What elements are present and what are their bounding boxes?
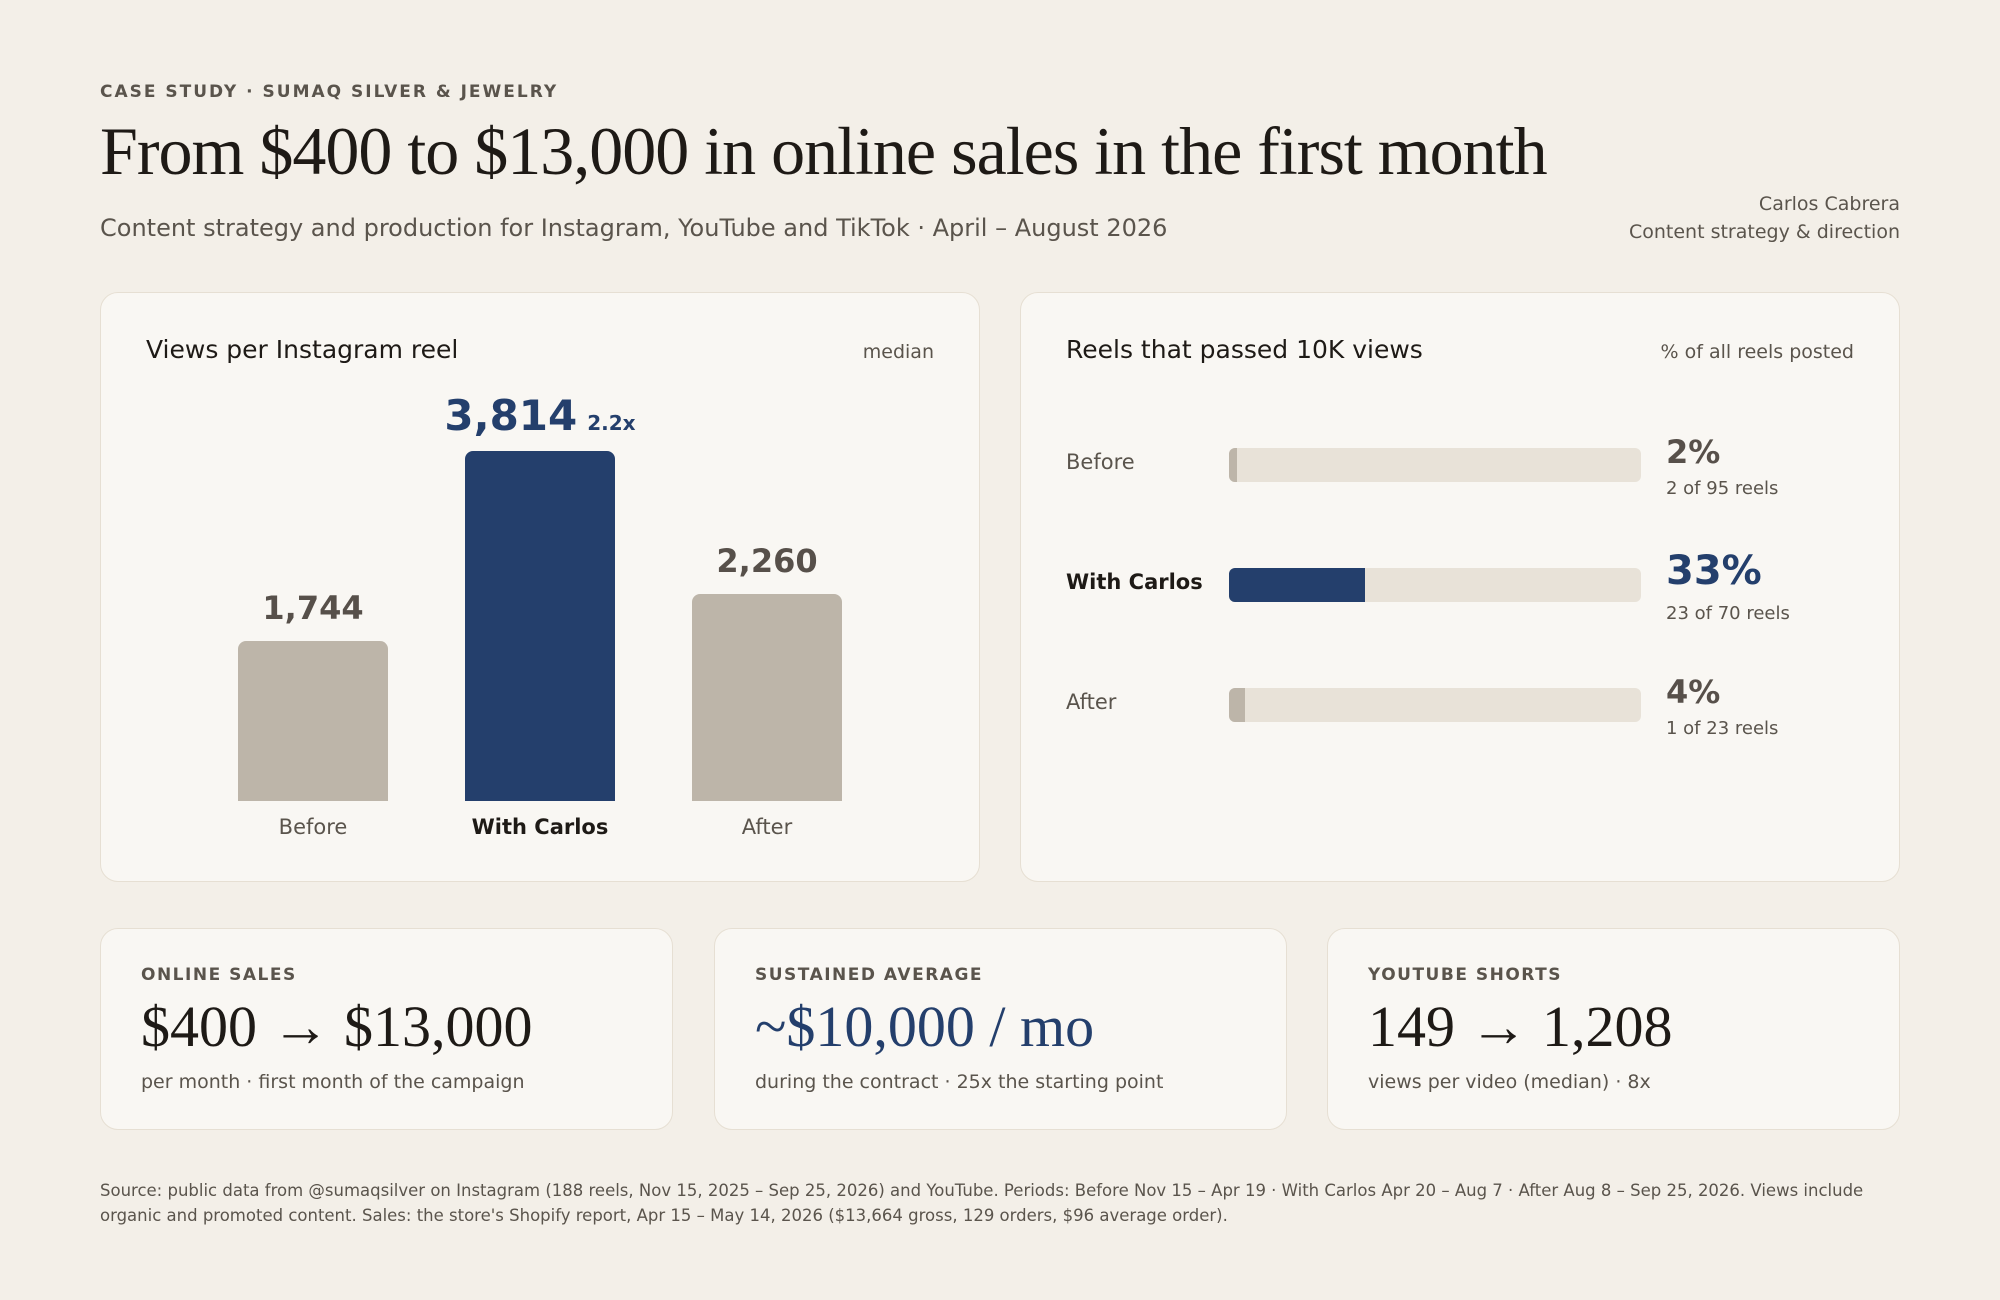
bar-track-before: [1229, 448, 1641, 482]
percent-label-after: 4%: [1666, 673, 1721, 711]
bar-track-after: [1229, 688, 1641, 722]
author-name: Carlos Cabrera: [1758, 193, 1900, 215]
bar-fill-after: [1229, 688, 1246, 722]
bar-value-with-carlos: 3,814 2.2x: [440, 391, 640, 440]
online-sales-card: ONLINE SALES $400 → $13,000 per month · …: [100, 928, 673, 1130]
percent-label-with-carlos: 33%: [1666, 548, 1762, 594]
reels-chart-card: Reels that passed 10K views % of all ree…: [1020, 292, 1900, 882]
page-subtitle: Content strategy and production for Inst…: [100, 214, 1168, 242]
row-label-with-carlos: With Carlos: [1066, 570, 1203, 594]
online-sales-sub: per month · first month of the campaign: [141, 1071, 525, 1093]
eyebrow: CASE STUDY · SUMAQ SILVER & JEWELRY: [100, 82, 559, 102]
row-label-before: Before: [1066, 450, 1135, 474]
reels-chart-title: Reels that passed 10K views: [1066, 335, 1423, 364]
sustained-average-label: SUSTAINED AVERAGE: [755, 965, 984, 985]
bar-before: [238, 640, 388, 801]
views-chart-note: median: [862, 341, 934, 363]
reels-chart-note: % of all reels posted: [1660, 341, 1854, 363]
bar-fill-before: [1229, 448, 1238, 482]
category-label-after: After: [741, 815, 793, 839]
bar-fill-with-carlos: [1229, 568, 1365, 602]
bar-value-after: 2,260: [667, 542, 867, 580]
bar-with-carlos: [465, 451, 615, 801]
bar-value-text-before: 1,744: [262, 588, 364, 627]
bar-multiplier: 2.2x: [587, 411, 636, 435]
bar-value-before: 1,744: [213, 589, 413, 627]
count-label-with-carlos: 23 of 70 reels: [1666, 603, 1790, 624]
youtube-shorts-label: YOUTUBE SHORTS: [1368, 965, 1562, 985]
source-footnote: Source: public data from @sumaqsilver on…: [100, 1181, 1864, 1225]
sustained-average-card: SUSTAINED AVERAGE ~$10,000 / mo during t…: [714, 928, 1287, 1130]
views-chart-title: Views per Instagram reel: [146, 335, 459, 364]
category-label-with-carlos: With Carlos: [471, 815, 609, 839]
youtube-shorts-card: YOUTUBE SHORTS 149 → 1,208 views per vid…: [1327, 928, 1900, 1130]
percent-label-before: 2%: [1666, 433, 1721, 471]
bar-after: [692, 593, 842, 801]
youtube-shorts-sub: views per video (median) · 8x: [1368, 1071, 1651, 1093]
bar-track-with-carlos: [1229, 568, 1641, 602]
row-label-after: After: [1066, 690, 1117, 714]
author-role: Content strategy & direction: [1628, 221, 1900, 243]
page-title: From $400 to $13,000 in online sales in …: [100, 113, 1548, 189]
count-label-before: 2 of 95 reels: [1666, 478, 1779, 499]
bar-value-text-after: 2,260: [716, 541, 818, 580]
author-block: Carlos Cabrera Content strategy & direct…: [1629, 190, 1900, 246]
views-chart-card: Views per Instagram reel median 1,744 Bef…: [100, 292, 980, 882]
category-label-before: Before: [278, 815, 348, 839]
sustained-average-value: ~$10,000 / mo: [755, 994, 1095, 1059]
online-sales-label: ONLINE SALES: [141, 965, 297, 985]
online-sales-value: $400 → $13,000: [141, 994, 533, 1059]
count-label-after: 1 of 23 reels: [1666, 718, 1779, 739]
bar-value-text-with-carlos: 3,814: [444, 391, 578, 440]
youtube-shorts-value: 149 → 1,208: [1368, 994, 1673, 1059]
sustained-average-sub: during the contract · 25x the starting p…: [755, 1071, 1164, 1093]
